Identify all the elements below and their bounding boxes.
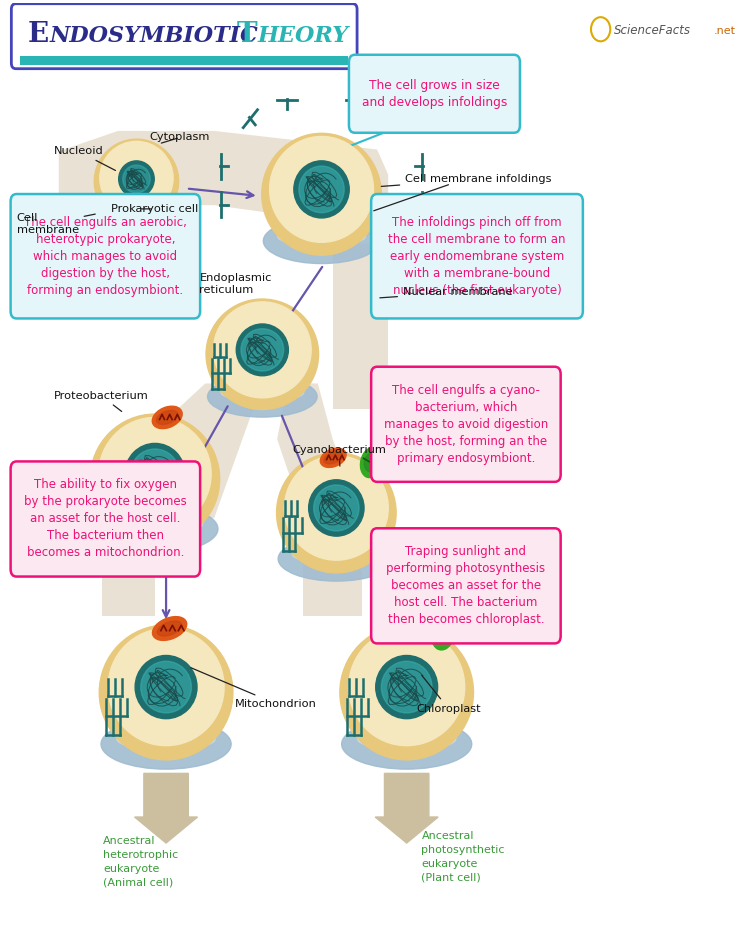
Ellipse shape <box>349 629 465 745</box>
Text: E: E <box>28 21 49 48</box>
Text: Cytoplasm: Cytoplasm <box>150 133 210 143</box>
Text: Mitochondrion: Mitochondrion <box>190 668 316 709</box>
Ellipse shape <box>431 616 455 650</box>
Ellipse shape <box>320 448 346 467</box>
Ellipse shape <box>100 141 173 215</box>
Text: NDOSYMBIOTIC: NDOSYMBIOTIC <box>50 25 259 48</box>
Text: Cell
membrane: Cell membrane <box>16 213 95 234</box>
Ellipse shape <box>158 621 182 636</box>
Text: Nuclear membrane: Nuclear membrane <box>380 288 512 298</box>
Ellipse shape <box>208 376 317 417</box>
Ellipse shape <box>294 161 350 218</box>
Ellipse shape <box>340 625 473 760</box>
Ellipse shape <box>99 417 211 531</box>
Ellipse shape <box>99 625 233 760</box>
FancyBboxPatch shape <box>10 194 200 318</box>
Text: Proteobacterium: Proteobacterium <box>53 390 148 412</box>
Ellipse shape <box>105 203 167 218</box>
Text: The cell grows in size
and develops infoldings: The cell grows in size and develops info… <box>362 78 507 108</box>
Ellipse shape <box>284 456 388 560</box>
Text: Cyanobacterium: Cyanobacterium <box>292 446 386 466</box>
Ellipse shape <box>262 134 381 255</box>
Ellipse shape <box>214 302 311 398</box>
Ellipse shape <box>141 661 191 713</box>
Ellipse shape <box>157 410 178 424</box>
Ellipse shape <box>123 165 150 193</box>
Ellipse shape <box>94 139 178 223</box>
Text: The cell engulfs an aerobic,
heterotypic prokaryote,
which manages to avoid
dige: The cell engulfs an aerobic, heterotypic… <box>24 216 187 297</box>
Ellipse shape <box>135 656 197 718</box>
Ellipse shape <box>241 329 284 371</box>
Polygon shape <box>102 518 155 616</box>
Polygon shape <box>303 516 362 616</box>
Ellipse shape <box>117 728 215 750</box>
Ellipse shape <box>299 166 344 213</box>
FancyBboxPatch shape <box>10 461 200 576</box>
Text: Traping sunlight and
performing photosynthesis
becomes an asset for the
host cel: Traping sunlight and performing photosyn… <box>386 545 545 627</box>
Polygon shape <box>333 244 388 409</box>
Ellipse shape <box>130 449 179 499</box>
FancyBboxPatch shape <box>371 194 583 318</box>
FancyBboxPatch shape <box>371 529 561 644</box>
Ellipse shape <box>324 452 343 464</box>
Polygon shape <box>114 384 262 518</box>
Ellipse shape <box>358 728 456 750</box>
Text: Ancestral
heterotrophic
eukaryote
(Animal cell): Ancestral heterotrophic eukaryote (Anima… <box>104 836 178 887</box>
Ellipse shape <box>381 661 432 713</box>
Text: Ancestral
photosynthetic
eukaryote
(Plant cell): Ancestral photosynthetic eukaryote (Plan… <box>422 831 505 883</box>
Ellipse shape <box>101 719 231 769</box>
Text: The ability to fix oxygen
by the prokaryote becomes
an asset for the host cell.
: The ability to fix oxygen by the prokary… <box>24 478 187 559</box>
Ellipse shape <box>152 406 182 429</box>
Text: Cell membrane infoldings: Cell membrane infoldings <box>381 174 552 187</box>
Ellipse shape <box>90 414 220 545</box>
Ellipse shape <box>278 536 394 581</box>
FancyArrow shape <box>375 773 438 843</box>
Ellipse shape <box>95 198 178 230</box>
Ellipse shape <box>220 383 304 402</box>
Ellipse shape <box>314 485 359 531</box>
Text: Nucleoid: Nucleoid <box>53 147 116 171</box>
Ellipse shape <box>364 454 378 472</box>
Text: The infoldings pinch off from
the cell membrane to form an
early endomembrane sy: The infoldings pinch off from the cell m… <box>388 216 566 297</box>
Ellipse shape <box>270 136 374 242</box>
Ellipse shape <box>361 447 382 477</box>
Ellipse shape <box>108 629 224 745</box>
Ellipse shape <box>92 504 218 553</box>
Ellipse shape <box>125 444 185 504</box>
Ellipse shape <box>278 226 365 247</box>
Ellipse shape <box>377 618 408 639</box>
Text: Endoplasmic
reticulum: Endoplasmic reticulum <box>200 274 272 295</box>
Ellipse shape <box>376 656 437 718</box>
Text: ScienceFacts: ScienceFacts <box>614 24 691 37</box>
Ellipse shape <box>382 622 404 635</box>
Text: .net: .net <box>714 25 736 35</box>
FancyBboxPatch shape <box>349 55 520 133</box>
Ellipse shape <box>292 544 380 564</box>
FancyBboxPatch shape <box>371 367 561 482</box>
Polygon shape <box>277 384 362 516</box>
FancyBboxPatch shape <box>20 56 348 65</box>
Ellipse shape <box>263 219 380 263</box>
Ellipse shape <box>436 623 451 644</box>
Ellipse shape <box>107 513 202 535</box>
Text: HEORY: HEORY <box>257 25 348 48</box>
Text: The cell engulfs a cyano-
bacterium, which
manages to avoid digestion
by the hos: The cell engulfs a cyano- bacterium, whi… <box>384 384 548 465</box>
Text: Prokaryotic cell: Prokaryotic cell <box>110 204 198 214</box>
Text: T: T <box>236 21 257 48</box>
Ellipse shape <box>152 616 187 641</box>
Text: Chloroplast: Chloroplast <box>416 675 481 714</box>
FancyBboxPatch shape <box>11 4 357 69</box>
PathPatch shape <box>58 131 388 244</box>
Ellipse shape <box>309 480 364 536</box>
Ellipse shape <box>206 299 319 409</box>
Ellipse shape <box>236 324 289 375</box>
Ellipse shape <box>277 453 396 573</box>
Ellipse shape <box>118 161 154 197</box>
Ellipse shape <box>341 719 472 769</box>
FancyArrow shape <box>134 773 197 843</box>
